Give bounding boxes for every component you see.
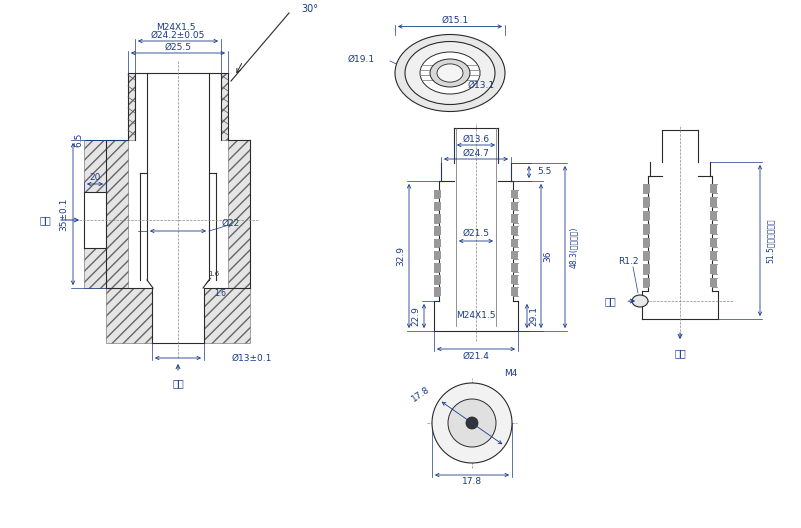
Text: Ø24.7: Ø24.7 (462, 148, 489, 157)
Bar (434, 214, 441, 223)
Circle shape (432, 383, 512, 463)
Bar (511, 227, 518, 235)
Text: 48.3(阀芯关闭): 48.3(阀芯关闭) (569, 227, 578, 268)
Bar (434, 227, 441, 235)
Bar (511, 263, 518, 271)
Bar (221, 73, 228, 140)
Bar (511, 214, 518, 223)
Text: 29.1: 29.1 (529, 306, 538, 326)
Bar (204, 288, 250, 343)
Bar (710, 278, 717, 287)
Text: 32.9: 32.9 (396, 246, 405, 266)
Text: 20: 20 (90, 174, 101, 183)
Circle shape (448, 399, 496, 447)
Text: Ø25.5: Ø25.5 (164, 42, 191, 52)
Text: 1.6: 1.6 (208, 271, 219, 277)
Ellipse shape (395, 34, 505, 111)
Bar (710, 264, 717, 274)
Text: 出水: 出水 (604, 296, 616, 306)
Bar (710, 251, 717, 260)
Text: Ø22: Ø22 (222, 219, 240, 228)
Bar (710, 211, 717, 220)
Text: 17.8: 17.8 (410, 384, 432, 403)
Text: Ø15.1: Ø15.1 (441, 16, 469, 25)
Text: M24X1.5: M24X1.5 (156, 23, 195, 32)
Bar (228, 140, 250, 288)
Text: Ø21.5: Ø21.5 (462, 229, 489, 238)
Bar (434, 251, 441, 259)
Bar (84, 248, 106, 288)
Text: 35±0.1: 35±0.1 (59, 197, 69, 231)
Bar (511, 287, 518, 296)
Text: 6.5: 6.5 (74, 133, 83, 147)
Bar (434, 202, 441, 211)
Bar (511, 190, 518, 198)
Text: 51.5（阀芯打开）: 51.5（阀芯打开） (766, 218, 775, 263)
Text: M24X1.5: M24X1.5 (457, 310, 496, 319)
Bar (710, 224, 717, 233)
Circle shape (466, 417, 478, 429)
Text: 30°: 30° (301, 4, 318, 14)
Text: 1.6: 1.6 (214, 288, 226, 297)
Text: 出水: 出水 (39, 215, 51, 225)
Text: 进水: 进水 (674, 348, 686, 358)
Text: Ø21.4: Ø21.4 (462, 352, 489, 361)
Text: 22.9: 22.9 (412, 306, 421, 326)
Text: M4: M4 (504, 370, 517, 379)
Bar (643, 184, 650, 193)
Bar (643, 264, 650, 274)
Bar (434, 263, 441, 271)
Text: 36: 36 (544, 250, 553, 262)
Ellipse shape (430, 59, 470, 87)
Text: Ø13.6: Ø13.6 (462, 135, 489, 144)
Bar (106, 140, 128, 288)
Text: 17.8: 17.8 (462, 477, 482, 486)
Text: R1.2: R1.2 (618, 257, 638, 266)
Text: Ø13±0.1: Ø13±0.1 (232, 354, 272, 363)
Ellipse shape (405, 42, 495, 105)
Bar (434, 287, 441, 296)
Bar (643, 197, 650, 207)
Text: Ø13.1: Ø13.1 (468, 80, 495, 90)
Bar (643, 278, 650, 287)
Bar (643, 224, 650, 233)
Ellipse shape (420, 52, 480, 94)
Bar (434, 239, 441, 247)
Text: 5.5: 5.5 (537, 167, 551, 176)
Bar (434, 190, 441, 198)
Ellipse shape (632, 295, 648, 307)
Bar (643, 251, 650, 260)
Bar (84, 140, 106, 192)
Bar (511, 275, 518, 284)
Bar (710, 238, 717, 247)
Bar (106, 288, 152, 343)
Text: Ø19.1: Ø19.1 (348, 54, 375, 63)
Bar (511, 202, 518, 211)
Text: 进水: 进水 (172, 378, 184, 388)
Bar (511, 251, 518, 259)
Ellipse shape (437, 64, 463, 82)
Bar (643, 238, 650, 247)
Bar (128, 73, 135, 140)
Text: Ø24.2±0.05: Ø24.2±0.05 (151, 31, 205, 40)
Bar (643, 211, 650, 220)
Bar (511, 239, 518, 247)
Bar (434, 275, 441, 284)
Bar (710, 197, 717, 207)
Bar (710, 184, 717, 193)
